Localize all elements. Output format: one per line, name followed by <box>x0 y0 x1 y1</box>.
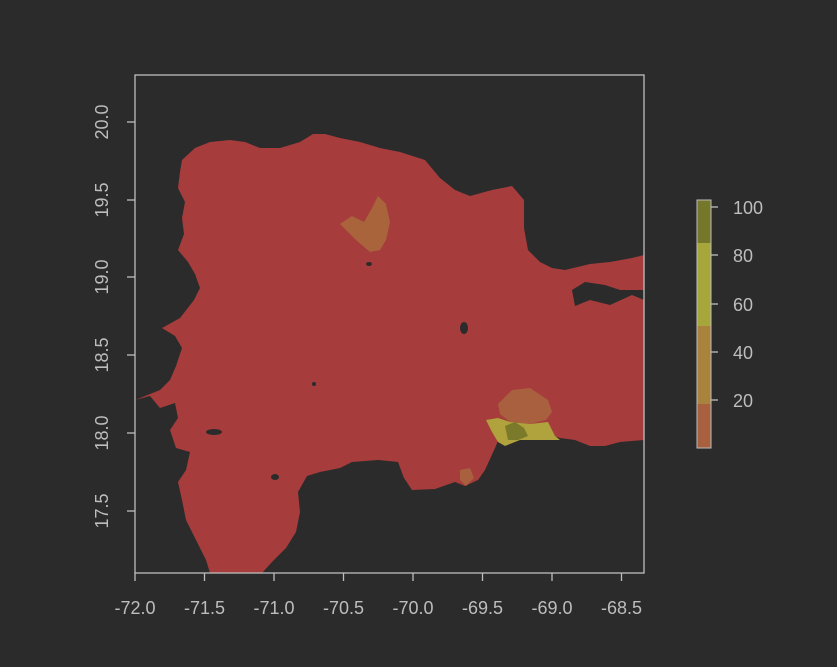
x-tick-label: -72.0 <box>114 598 155 618</box>
legend-tick-label: 100 <box>733 198 763 218</box>
legend-tick-label: 20 <box>733 391 753 411</box>
lake-enriquillo <box>206 429 222 435</box>
y-tick-label: 19.0 <box>92 259 112 294</box>
hotspot-santo-domingo-outer <box>498 388 552 424</box>
x-tick: -68.5 <box>601 573 642 618</box>
x-tick: -69.5 <box>462 573 503 618</box>
legend-tick: 40 <box>711 343 753 363</box>
y-tick-label: 20.0 <box>92 104 112 139</box>
hotspot-bani <box>460 468 474 486</box>
legend-bin-82-100 <box>697 200 711 243</box>
x-tick-label: -70.0 <box>392 598 433 618</box>
y-tick: 18.5 <box>92 337 135 373</box>
legend-tick-label: 40 <box>733 343 753 363</box>
legend-tick-label: 80 <box>733 246 753 266</box>
y-tick: 19.0 <box>92 259 135 295</box>
x-tick: -71.0 <box>253 573 295 618</box>
nodata-patch <box>366 262 372 266</box>
hotspot-santiago <box>340 196 390 252</box>
x-tick: -70.5 <box>323 573 364 618</box>
hotspot-santo-domingo-core <box>505 422 528 440</box>
y-tick-label: 19.5 <box>92 182 112 217</box>
land-mass-hispaniola <box>135 134 644 573</box>
x-tick-label: -69.5 <box>462 598 503 618</box>
x-tick-label: -69.0 <box>531 598 572 618</box>
x-tick-label: -68.5 <box>601 598 642 618</box>
y-tick: 18.0 <box>92 415 135 451</box>
x-tick: -71.5 <box>184 573 225 618</box>
y-tick: 20.0 <box>92 104 135 140</box>
nodata-patch <box>312 382 316 386</box>
x-tick: -72.0 <box>114 573 156 618</box>
y-tick: 17.5 <box>92 493 135 529</box>
legend-bin-0-20 <box>697 404 711 448</box>
legend-colorbar: 100 80 60 40 20 <box>696 198 763 449</box>
legend-frame <box>696 199 712 449</box>
legend-tick: 100 <box>711 198 763 218</box>
nodata-patch <box>271 474 279 480</box>
y-tick-label: 18.5 <box>92 337 112 372</box>
legend-bin-20-50 <box>697 326 711 404</box>
legend-tick-label: 60 <box>733 295 753 315</box>
map-plot-area <box>135 134 644 573</box>
y-tick-label: 18.0 <box>92 415 112 450</box>
x-tick-label: -71.5 <box>184 598 225 618</box>
x-tick-label: -70.5 <box>323 598 364 618</box>
nodata-patch <box>460 322 468 334</box>
x-tick: -70.0 <box>392 573 434 618</box>
legend-tick: 80 <box>711 246 753 266</box>
legend-tick: 60 <box>711 295 753 315</box>
y-axis: 17.5 18.0 18.5 19.0 19.5 20.0 <box>92 104 135 529</box>
y-tick-label: 17.5 <box>92 493 112 528</box>
legend-bin-50-82 <box>697 243 711 326</box>
y-tick: 19.5 <box>92 182 135 218</box>
x-axis: -72.0 -71.5 -71.0 -70.5 -70.0 -69.5 -69.… <box>114 573 642 618</box>
legend-tick: 20 <box>711 391 753 411</box>
plot-frame <box>134 74 645 574</box>
x-tick-label: -71.0 <box>253 598 294 618</box>
x-tick: -69.0 <box>531 573 573 618</box>
